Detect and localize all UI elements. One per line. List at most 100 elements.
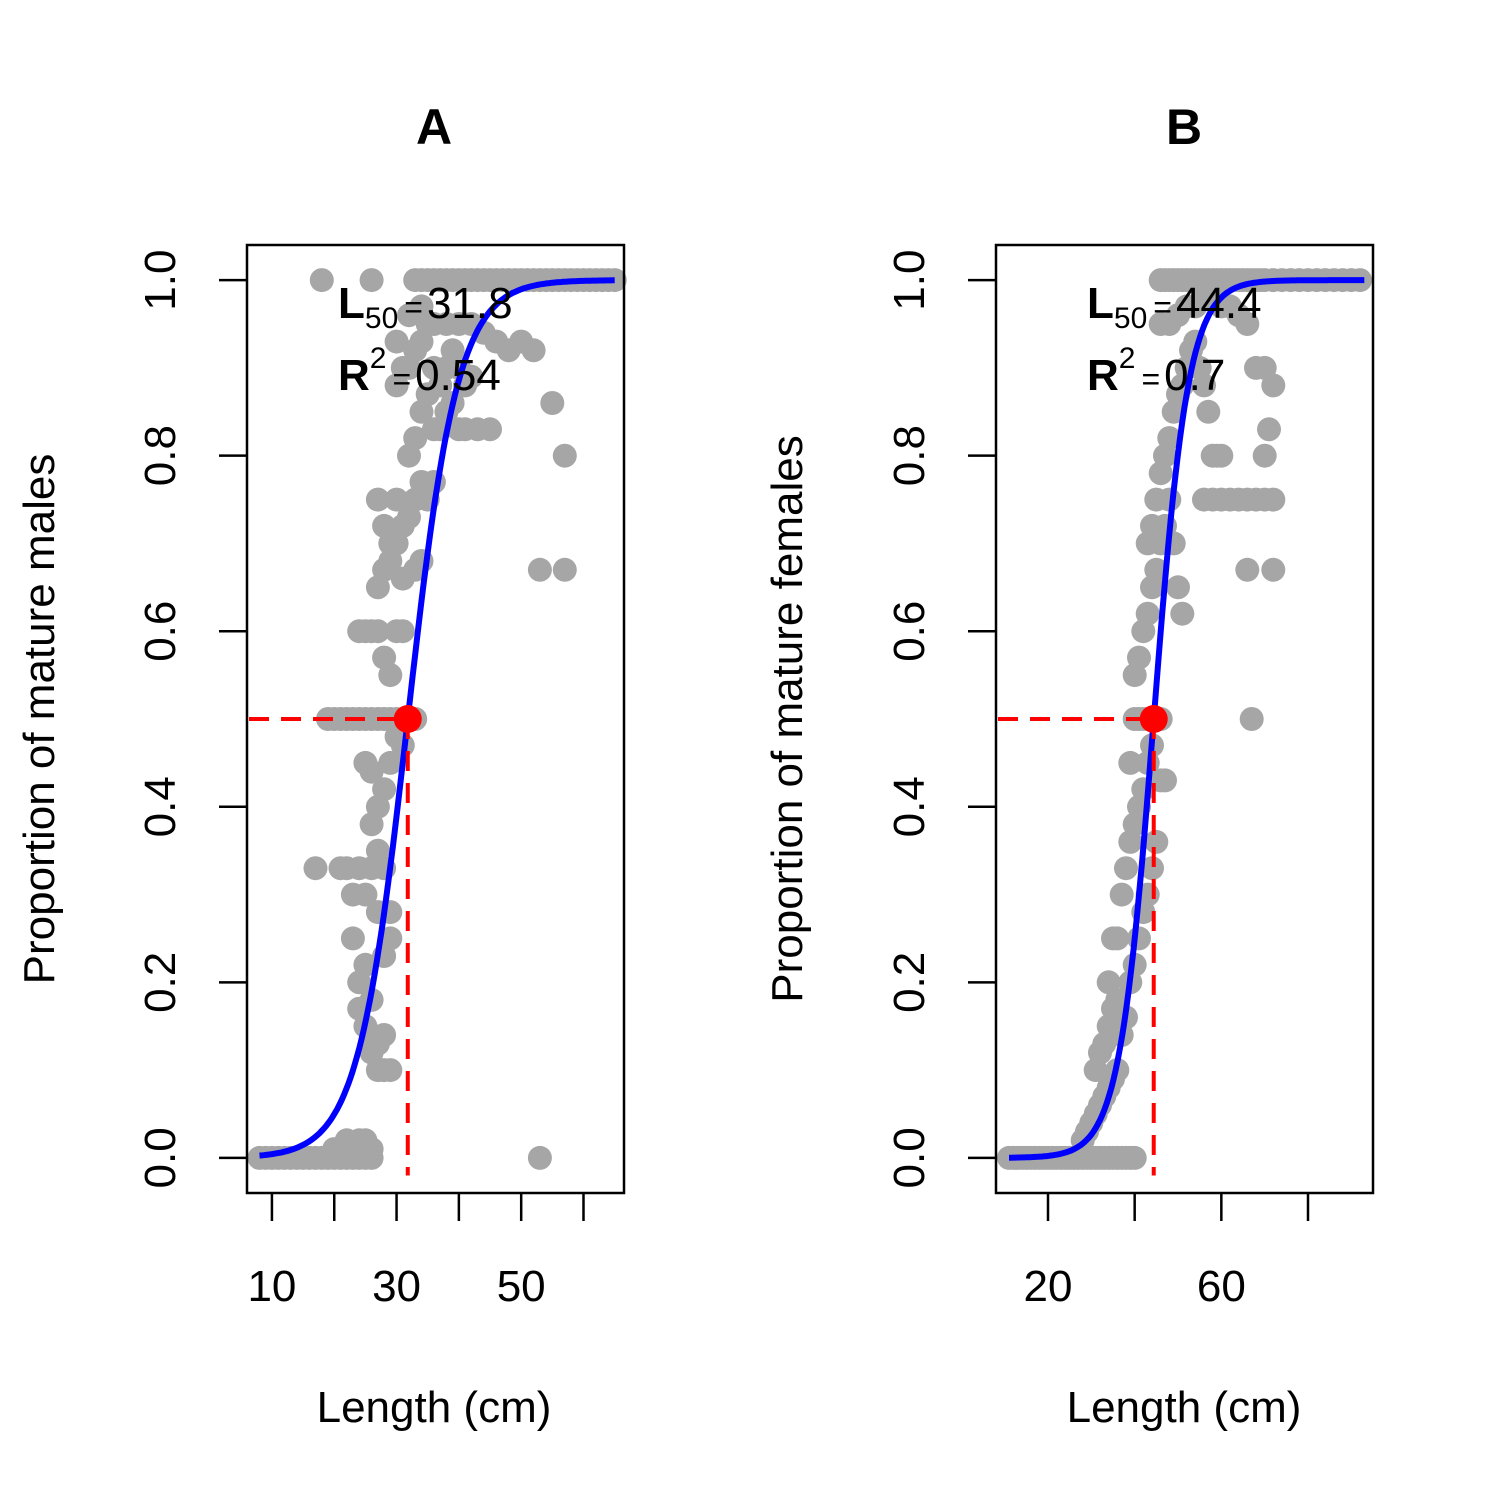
panel-b-logistic-curve: [1009, 277, 1365, 1161]
panel-a-y-axis: 0.0 0.2 0.4 0.6 0.8 1.0: [136, 250, 247, 1188]
panel-a-r2-label: R2=0.54: [338, 342, 501, 400]
panel-b-annotation: L50 =44.4 R2=0.7: [1087, 279, 1262, 400]
panel-a-y-tick-label: 0.6: [136, 601, 185, 662]
panel-a-data-point: [540, 391, 565, 415]
panel-a-logistic-curve: [259, 277, 615, 1159]
panel-b-data-point: [1235, 557, 1260, 582]
panel-a-l50-marker: [393, 705, 422, 733]
panel-b-data-point: [1252, 443, 1277, 468]
panel-b-x-tick-label: 60: [1197, 1262, 1246, 1311]
panel-a-data-point: [353, 882, 378, 907]
panel-a-x-axis-label: Length (cm): [317, 1383, 552, 1432]
panel-a-data-point: [459, 364, 484, 389]
panel-a-data-point: [478, 417, 502, 442]
panel-b-data-point: [1144, 557, 1169, 582]
panel-b-data-point: [1257, 417, 1281, 442]
panel-a-data-point: [378, 531, 403, 556]
panel-b-data-point: [1118, 750, 1143, 775]
panel-b-l50-marker: [1139, 705, 1168, 733]
panel-a-y-tick-label: 1.0: [136, 250, 185, 311]
panel-a-y-tick-label: 0.4: [136, 776, 185, 837]
panel-b-x-tick-label: 20: [1024, 1262, 1073, 1311]
panel-a-data-point: [552, 443, 577, 468]
panel-b-plot-frame: [994, 243, 1375, 1195]
panel-a-data-point: [384, 487, 409, 512]
panel-a-plot-frame: [245, 243, 626, 1195]
panel-b-data-point: [1144, 487, 1169, 512]
panel-b-r2-label: R2=0.7: [1087, 342, 1225, 400]
panel-b-data-point: [1261, 373, 1286, 398]
panel-a-fit-curve: [259, 277, 615, 1159]
panel-a-data-point: [527, 1145, 552, 1170]
panel-a-data-point: [359, 268, 384, 293]
panel-b-data-point: [1235, 312, 1260, 336]
panel-b-data-point: [1114, 856, 1138, 881]
panel-b-data-point: [1196, 399, 1221, 424]
panel-a-data-point: [403, 426, 428, 451]
panel-a-x-axis: 10 30 50: [247, 1193, 585, 1311]
panel-b-data-point: [1261, 487, 1286, 512]
panel-b-data-point: [1135, 601, 1160, 626]
panel-a-y-tick-label: 0.2: [136, 952, 185, 1013]
panel-a-x-tick-label: 30: [372, 1262, 421, 1311]
panel-b-y-axis: 0.0 0.2 0.4 0.6 0.8 1.0: [885, 250, 996, 1188]
panel-b-y-axis-label: Proportion of mature females: [763, 435, 812, 1002]
panel-a-x-tick-label: 10: [247, 1262, 296, 1311]
panel-a-l50-reference: [249, 705, 422, 1176]
panel-a-data-point: [378, 1058, 403, 1083]
panel-a-data-point: [378, 663, 403, 688]
panel-a-data-point: [527, 557, 552, 582]
panel-b-data-point: [1192, 373, 1216, 398]
panel-b-data-point: [1109, 882, 1134, 907]
panel-a-data-point: [378, 750, 403, 775]
panel-a-data-point: [322, 1137, 347, 1162]
panel-b-y-tick-label: 0.8: [885, 425, 934, 486]
panel-a-data-point: [359, 759, 384, 784]
panel-b-data-point: [1170, 601, 1195, 626]
panel-b-data-point: [1140, 513, 1164, 538]
panel-b-y-tick-label: 0.2: [885, 952, 934, 1013]
panel-b-data-point: [1166, 575, 1190, 600]
panel-a-data-point: [409, 294, 434, 319]
panel-a-data-point: [390, 619, 415, 644]
panel-b-data-point: [1096, 970, 1121, 995]
panel-b-data-point: [1153, 768, 1177, 793]
panel-a-y-tick-label: 0.8: [136, 425, 185, 486]
panel-b-data-point: [1127, 645, 1151, 670]
panel-b-data-point: [1239, 707, 1264, 731]
panel-a-data-point: [365, 619, 390, 644]
panel-a-annotation: L50 =31.8 R2=0.54: [338, 279, 513, 400]
panel-b-data-point: [1157, 426, 1182, 451]
panel-a-data-point: [384, 329, 409, 354]
panel-b-data-point: [1140, 856, 1164, 881]
panel-a-data-point: [353, 952, 378, 977]
panel-a-title: A: [416, 99, 452, 155]
panel-b: B L50 =44.4 R2=0.7 20 60 0.00.20.40.60.81.…: [763, 99, 1375, 1432]
panel-a-data-point: [340, 926, 365, 951]
panel-a-data-point: [521, 338, 546, 363]
panel-b-l50-label: L50 =44.4: [1087, 279, 1262, 335]
panel-b-y-tick-label: 0.4: [885, 776, 934, 837]
panel-b-x-axis: 20 60: [1024, 1193, 1310, 1311]
panel-a-y-axis-label: Proportion of mature males: [15, 454, 64, 985]
panel-a-l50-label: L50 =31.8: [338, 279, 513, 335]
panel-b-y-tick-label: 1.0: [885, 250, 934, 311]
panel-b-data-point: [1209, 443, 1234, 468]
panel-b-data-point: [1261, 557, 1286, 582]
panel-b-data-point: [1144, 829, 1169, 854]
panel-b-title: B: [1166, 99, 1202, 155]
panel-b-y-tick-label: 0.6: [885, 601, 934, 662]
panel-a-data-point: [303, 856, 328, 881]
panel-a: A L50 =31.8 R2=0.54 10 30 50 0.00.20.40.60.…: [15, 99, 627, 1432]
panel-a-y-tick-label: 0.0: [136, 1127, 185, 1188]
panel-a-data-point: [365, 487, 390, 512]
panel-b-l50-reference: [998, 705, 1168, 1176]
panel-a-data-point: [552, 557, 577, 582]
panel-a-data-point: [372, 1023, 397, 1047]
panel-b-data-point: [1105, 926, 1130, 951]
panel-b-y-tick-label: 0.0: [885, 1127, 934, 1188]
panel-a-data-point: [359, 1137, 384, 1162]
panel-a-data-point: [309, 268, 334, 293]
